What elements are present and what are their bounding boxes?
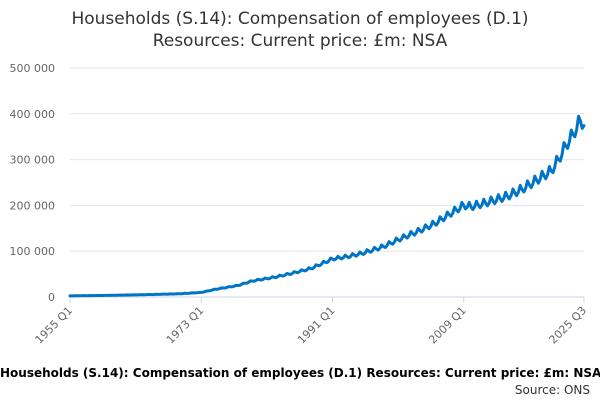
- x-tick-label: 2025 Q3: [547, 304, 590, 347]
- x-tick-label: 1955 Q1: [33, 304, 76, 347]
- y-tick-label: 300 000: [10, 154, 56, 167]
- grid-lines: [70, 67, 584, 252]
- x-tick-label: 2009 Q1: [426, 304, 469, 347]
- y-tick-label: 100 000: [10, 245, 56, 258]
- chart-title-line-2: Resources: Current price: £m: NSA: [152, 31, 448, 51]
- y-tick-label: 400 000: [10, 108, 56, 121]
- chart-caption: Households (S.14): Compensation of emplo…: [0, 366, 600, 380]
- y-tick-label: 0: [48, 291, 55, 304]
- x-tick-label: 1973 Q1: [164, 304, 207, 347]
- x-axis: [69, 296, 585, 303]
- series-layer: [68, 114, 586, 298]
- source-label: Source: ONS: [514, 383, 590, 397]
- y-tick-label: 500 000: [10, 62, 56, 75]
- y-tick-label: 200 000: [10, 199, 56, 212]
- x-tick-label: 1991 Q1: [295, 304, 338, 347]
- y-axis-labels: 0 100 000 200 000 300 000 400 000 500 000: [10, 62, 56, 304]
- x-axis-labels: 1955 Q1 1973 Q1 1991 Q1 2009 Q1 2025 Q3: [33, 304, 590, 347]
- series-line: [68, 114, 586, 298]
- chart-title-line-1: Households (S.14): Compensation of emplo…: [71, 9, 529, 29]
